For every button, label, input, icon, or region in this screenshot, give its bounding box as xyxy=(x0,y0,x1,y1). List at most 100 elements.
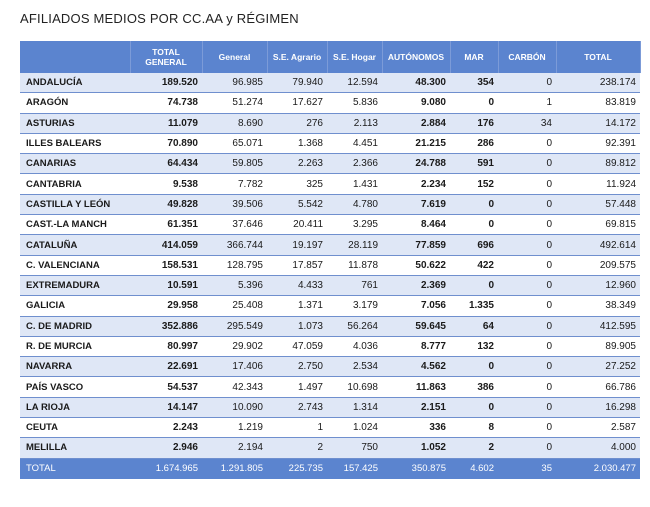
region-name-cell: ANDALUCÍA xyxy=(20,73,130,94)
header-cell: S.E. Agrario xyxy=(267,41,328,73)
value-cell: 66.786 xyxy=(556,376,640,398)
value-cell: 42.343 xyxy=(202,376,267,398)
value-cell: 0 xyxy=(450,275,498,297)
value-cell: 1.371 xyxy=(267,295,327,317)
region-name-cell: ARAGÓN xyxy=(20,92,130,114)
value-cell: 80.997 xyxy=(130,336,202,358)
value-cell: 34 xyxy=(498,113,556,134)
value-cell: 2 xyxy=(267,437,327,459)
value-cell: 0 xyxy=(498,295,556,317)
header-cell: TOTAL xyxy=(556,41,641,73)
region-name-cell: R. DE MURCIA xyxy=(20,336,130,358)
value-cell: 2.884 xyxy=(382,113,450,134)
value-cell: 14.147 xyxy=(130,397,202,419)
table-header: TOTAL GENERAL General S.E. Agrario S.E. Hog… xyxy=(20,41,641,73)
value-cell: 4.433 xyxy=(267,275,327,297)
region-name-cell: C. DE MADRID xyxy=(20,316,130,337)
value-cell: 17.406 xyxy=(202,356,267,378)
value-cell: 56.264 xyxy=(327,316,382,337)
region-name-cell: EXTREMADURA xyxy=(20,275,130,297)
value-cell: 7.619 xyxy=(382,194,450,216)
value-cell: 59.645 xyxy=(382,316,450,337)
value-cell: 1.073 xyxy=(267,316,327,337)
total-value-cell: 157.425 xyxy=(327,458,382,479)
table-row: CATALUÑA 414.059 366.744 19.197 28.119 77.859… xyxy=(20,234,640,256)
region-name-cell: C. VALENCIANA xyxy=(20,255,130,276)
region-name-cell: PAÍS VASCO xyxy=(20,376,130,398)
value-cell: 0 xyxy=(450,356,498,378)
region-name-cell: CEUTA xyxy=(20,417,130,439)
region-name-cell: GALICIA xyxy=(20,295,130,317)
value-cell: 38.349 xyxy=(556,295,640,317)
value-cell: 412.595 xyxy=(556,316,640,337)
value-cell: 8 xyxy=(450,417,498,439)
value-cell: 83.819 xyxy=(556,92,640,114)
value-cell: 92.391 xyxy=(556,133,640,155)
value-cell: 422 xyxy=(450,255,498,276)
value-cell: 64.434 xyxy=(130,153,202,175)
value-cell: 89.812 xyxy=(556,153,640,175)
table-row: ANDALUCÍA 189.520 96.985 79.940 12.594 48.300… xyxy=(20,73,640,94)
value-cell: 7.056 xyxy=(382,295,450,317)
value-cell: 128.795 xyxy=(202,255,267,276)
header-row: TOTAL GENERAL General S.E. Agrario S.E. Hog… xyxy=(20,41,641,73)
value-cell: 10.090 xyxy=(202,397,267,419)
value-cell: 1.024 xyxy=(327,417,382,439)
value-cell: 17.857 xyxy=(267,255,327,276)
region-name-cell: CANTABRIA xyxy=(20,173,130,195)
total-row: TOTAL 1.674.965 1.291.805 225.735 157.425 350… xyxy=(20,458,640,479)
value-cell: 51.274 xyxy=(202,92,267,114)
value-cell: 1.335 xyxy=(450,295,498,317)
table-row: NAVARRA 22.691 17.406 2.750 2.534 4.562 0 0 27.2… xyxy=(20,356,640,378)
value-cell: 9.538 xyxy=(130,173,202,195)
header-cell: General xyxy=(202,41,268,73)
value-cell: 386 xyxy=(450,376,498,398)
value-cell: 0 xyxy=(498,73,556,94)
table-row: C. VALENCIANA 158.531 128.795 17.857 11.878 5… xyxy=(20,255,640,276)
value-cell: 12.594 xyxy=(327,73,382,94)
value-cell: 47.059 xyxy=(267,336,327,358)
header-cell: TOTAL GENERAL xyxy=(130,41,203,73)
value-cell: 1.431 xyxy=(327,173,382,195)
total-value-cell: 4.602 xyxy=(450,458,498,479)
value-cell: 29.958 xyxy=(130,295,202,317)
header-cell-region xyxy=(20,41,131,73)
value-cell: 70.890 xyxy=(130,133,202,155)
value-cell: 1.368 xyxy=(267,133,327,155)
value-cell: 10.698 xyxy=(327,376,382,398)
value-cell: 14.172 xyxy=(556,113,640,134)
value-cell: 57.448 xyxy=(556,194,640,216)
value-cell: 276 xyxy=(267,113,327,134)
table-row: CEUTA 2.243 1.219 1 1.024 336 8 0 2.587 xyxy=(20,417,640,439)
value-cell: 0 xyxy=(498,437,556,459)
value-cell: 12.960 xyxy=(556,275,640,297)
value-cell: 1 xyxy=(267,417,327,439)
value-cell: 3.179 xyxy=(327,295,382,317)
value-cell: 19.197 xyxy=(267,234,327,256)
value-cell: 0 xyxy=(450,194,498,216)
value-cell: 176 xyxy=(450,113,498,134)
value-cell: 2.369 xyxy=(382,275,450,297)
header-cell: S.E. Hogar xyxy=(327,41,383,73)
value-cell: 2.263 xyxy=(267,153,327,175)
value-cell: 2.243 xyxy=(130,417,202,439)
region-name-cell: CASTILLA Y LEÓN xyxy=(20,194,130,216)
value-cell: 0 xyxy=(498,153,556,175)
value-cell: 0 xyxy=(498,356,556,378)
value-cell: 16.298 xyxy=(556,397,640,419)
value-cell: 1.314 xyxy=(327,397,382,419)
table-row: ILLES BALEARS 70.890 65.071 1.368 4.451 21.21… xyxy=(20,133,640,155)
value-cell: 27.252 xyxy=(556,356,640,378)
value-cell: 28.119 xyxy=(327,234,382,256)
value-cell: 21.215 xyxy=(382,133,450,155)
table-row: R. DE MURCIA 80.997 29.902 47.059 4.036 8.777… xyxy=(20,336,640,358)
value-cell: 25.408 xyxy=(202,295,267,317)
value-cell: 2.366 xyxy=(327,153,382,175)
value-cell: 2.234 xyxy=(382,173,450,195)
value-cell: 1 xyxy=(498,92,556,114)
value-cell: 492.614 xyxy=(556,234,640,256)
table-row: ASTURIAS 11.079 8.690 276 2.113 2.884 176 34 14.… xyxy=(20,113,640,134)
total-value-cell: 1.674.965 xyxy=(130,458,202,479)
value-cell: 0 xyxy=(498,194,556,216)
value-cell: 366.744 xyxy=(202,234,267,256)
